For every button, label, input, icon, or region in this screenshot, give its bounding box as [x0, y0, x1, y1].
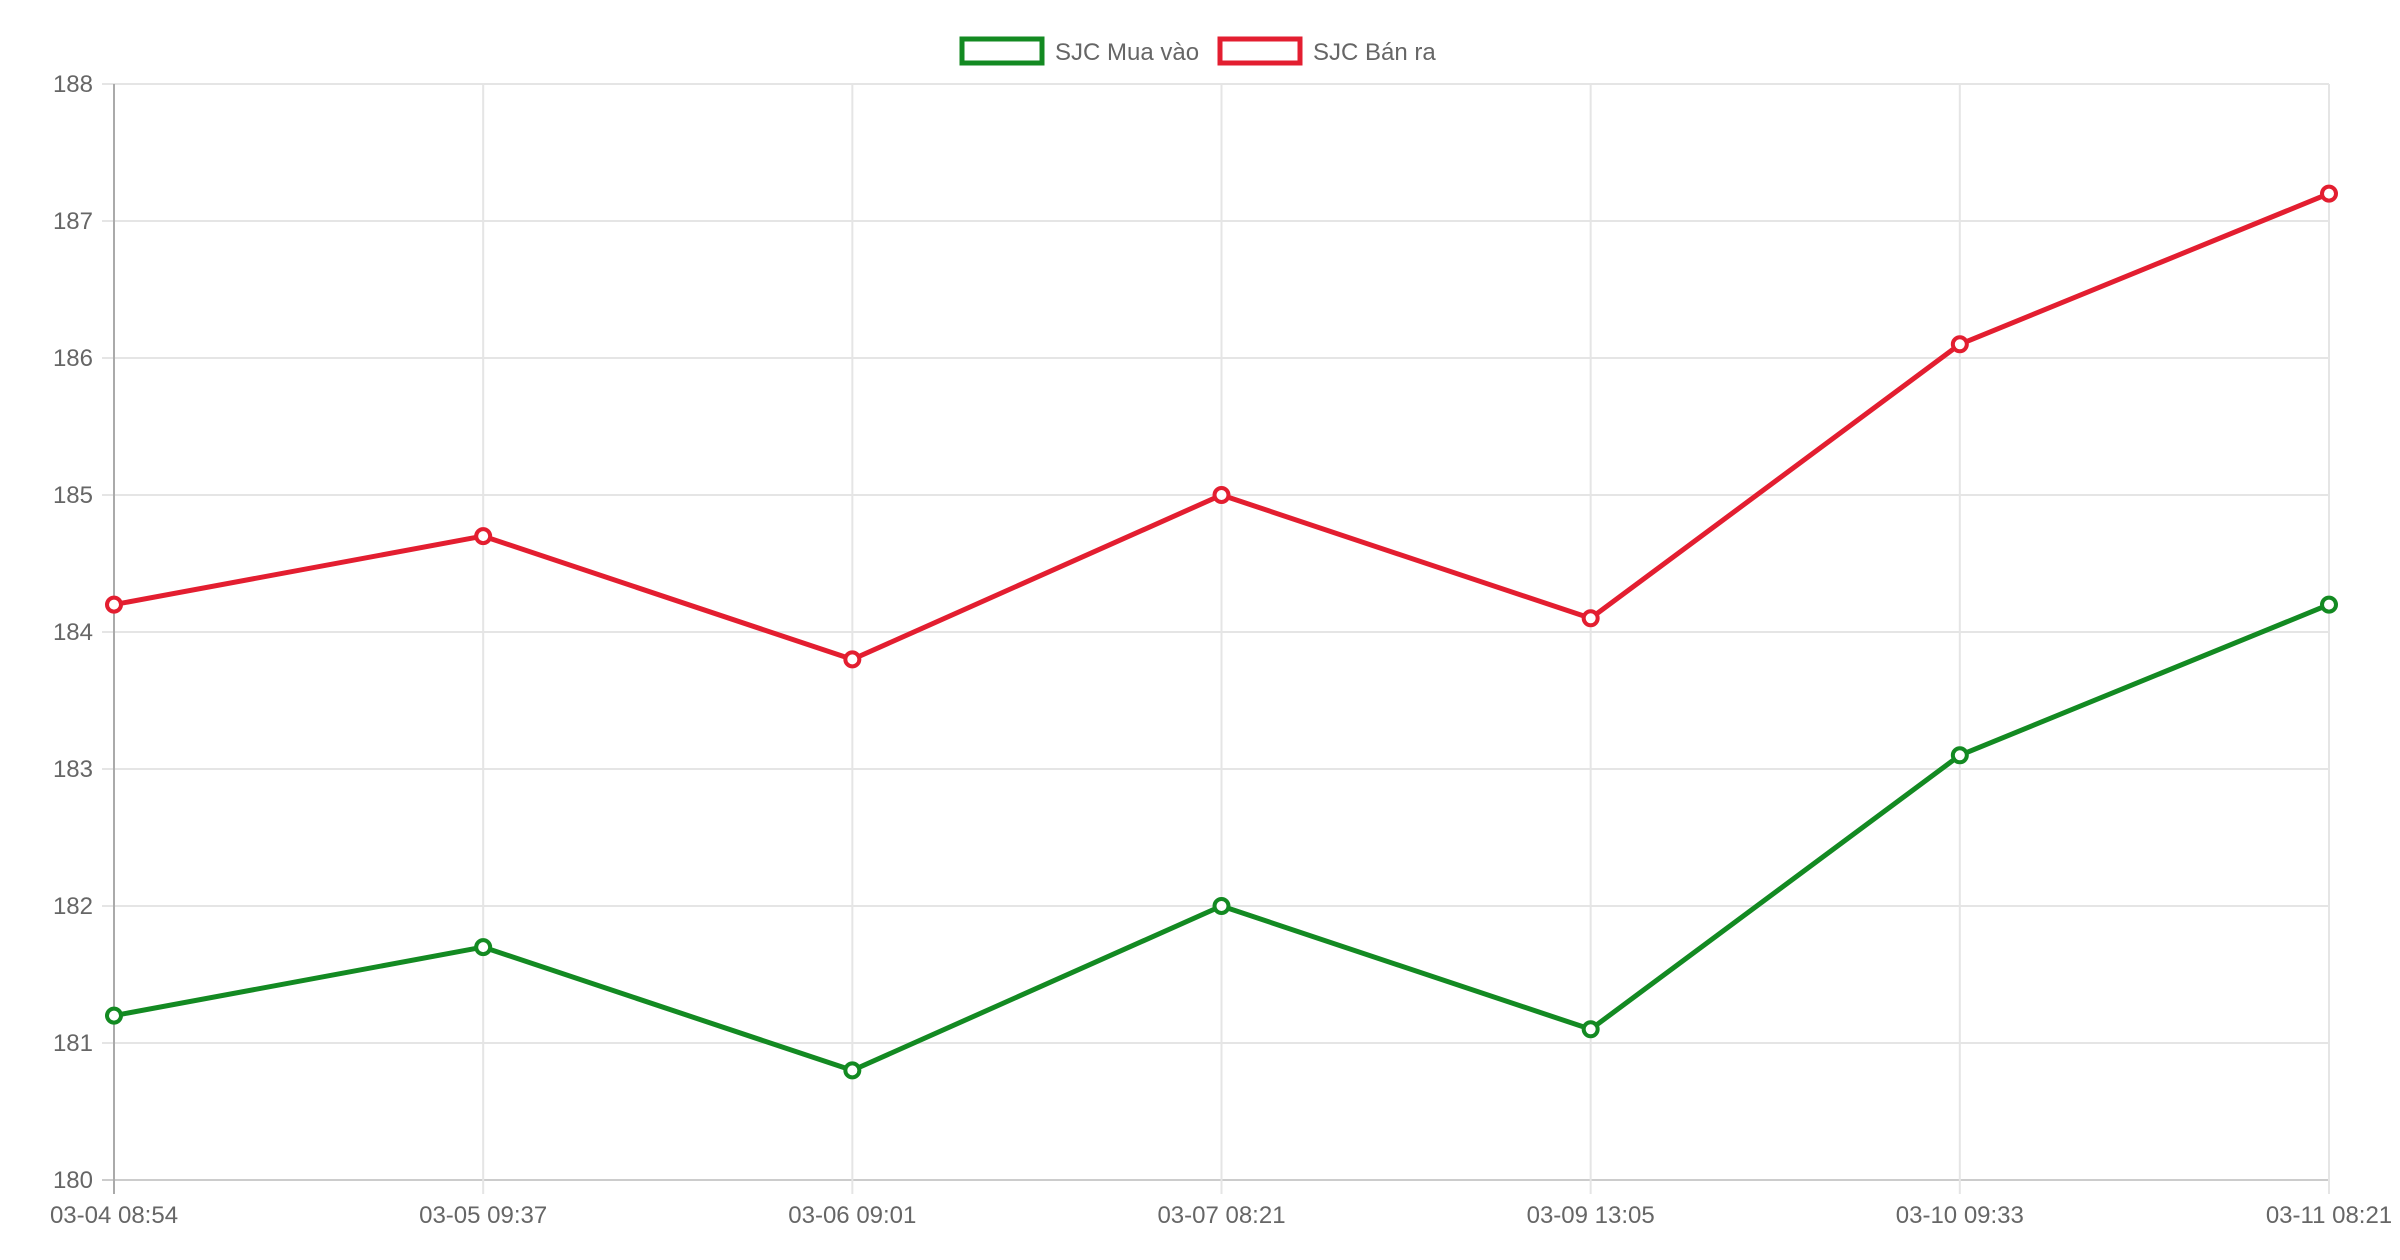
data-point [1212, 897, 1231, 915]
legend: SJC Mua vào SJC Bán ra [959, 36, 1436, 66]
data-point [105, 595, 123, 614]
y-tick-label: 183 [53, 756, 93, 783]
y-tick-label: 184 [53, 619, 93, 646]
data-point [2320, 184, 2338, 203]
data-point [2320, 595, 2338, 614]
x-tick-label: 03-05 09:37 [419, 1202, 547, 1229]
y-tick-label: 186 [53, 345, 93, 372]
legend-swatch-0 [959, 36, 1045, 66]
x-tick-label: 03-11 08:21 [2266, 1202, 2392, 1229]
y-tick-label: 187 [53, 208, 93, 235]
series-layer [105, 184, 2338, 1080]
x-tick-label: 03-09 13:05 [1527, 1202, 1655, 1229]
data-point [843, 650, 862, 669]
x-tick-label: 03-07 08:21 [1157, 1202, 1285, 1229]
data-point [1581, 609, 1600, 628]
data-point [1581, 1020, 1600, 1039]
legend-label-0: SJC Mua vào [1055, 39, 1199, 66]
data-point [1950, 746, 1969, 765]
y-tick-label: 181 [53, 1030, 93, 1057]
data-point [474, 527, 493, 546]
data-point [1212, 486, 1231, 504]
y-tick-label: 180 [53, 1167, 93, 1194]
y-tick-label: 188 [53, 71, 93, 98]
grid [102, 83, 2330, 1194]
y-tick-label: 182 [53, 893, 93, 920]
legend-label-1: SJC Bán ra [1313, 39, 1436, 66]
data-point [474, 938, 493, 957]
y-tick-label: 185 [53, 482, 93, 509]
x-tick-label: 03-04 08:54 [50, 1202, 178, 1229]
x-tick-label: 03-06 09:01 [788, 1202, 916, 1229]
data-point [1950, 335, 1969, 354]
x-tick-label: 03-10 09:33 [1896, 1202, 2024, 1229]
legend-swatch-1 [1217, 36, 1303, 66]
data-point [105, 1006, 123, 1025]
axes: 180 181 182 183 184 185 186 187 188 03-04 08:54 03… [50, 71, 2392, 1229]
data-point [843, 1061, 862, 1080]
